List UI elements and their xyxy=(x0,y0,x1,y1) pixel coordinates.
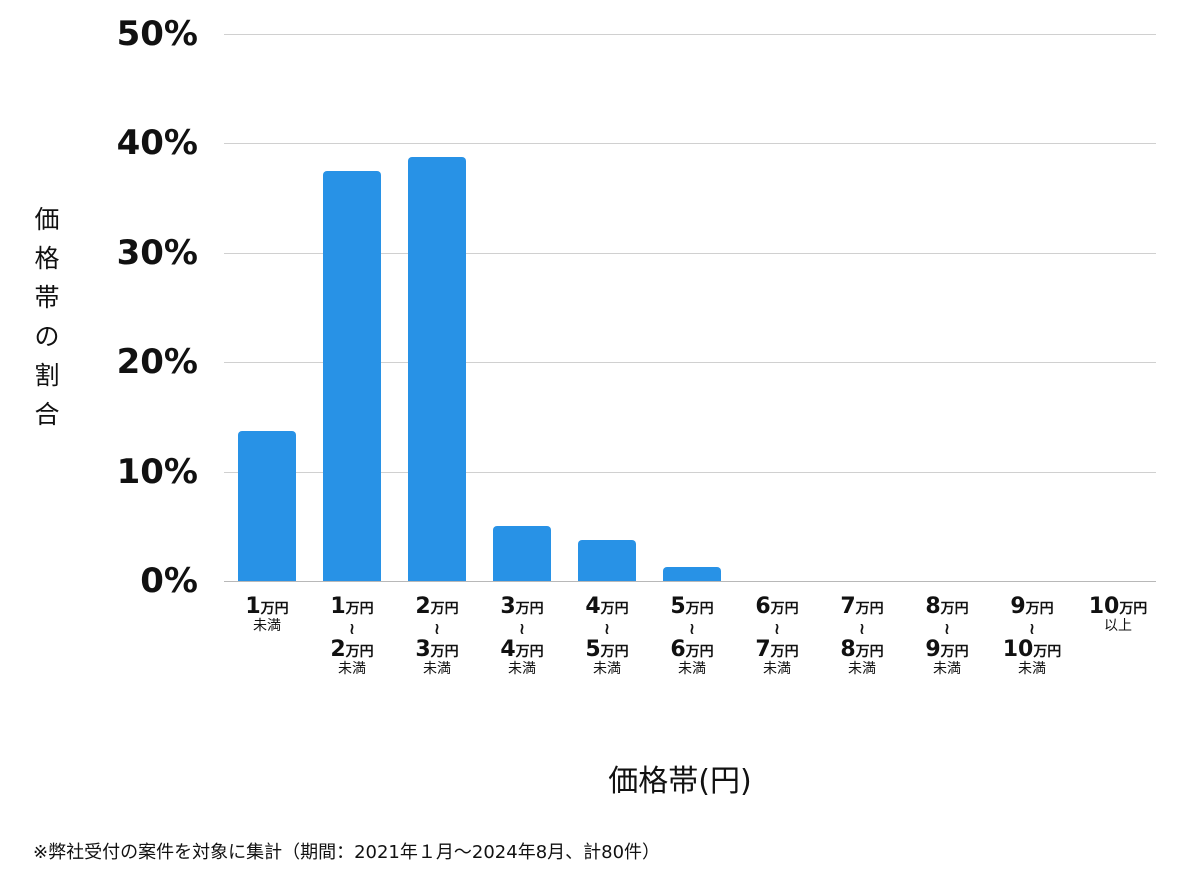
x-tick-label: 7万円 ≀ 8万円 未満 xyxy=(840,594,884,677)
y-tick-label: 40% xyxy=(116,123,198,163)
x-tick-label: 1万円 ≀ 2万円 未満 xyxy=(330,594,374,677)
bar xyxy=(238,431,296,581)
y-axis-label: 価格帯の割合 xyxy=(34,205,60,429)
x-tick-label: 2万円 ≀ 3万円 未満 xyxy=(415,594,459,677)
bar xyxy=(663,567,721,581)
x-tick-label: 6万円 ≀ 7万円 未満 xyxy=(755,594,799,677)
x-tick-label: 8万円 ≀ 9万円 未満 xyxy=(925,594,969,677)
bar xyxy=(493,526,551,581)
bar xyxy=(578,540,636,581)
gridline xyxy=(224,143,1156,144)
y-tick-label: 0% xyxy=(140,561,198,601)
x-axis-label: 価格帯(円) xyxy=(608,764,752,799)
gridline xyxy=(224,34,1156,35)
x-tick-label: 1万円 未満 xyxy=(245,594,289,634)
y-tick-label: 10% xyxy=(116,452,198,492)
y-tick-label: 20% xyxy=(116,342,198,382)
gridline xyxy=(224,581,1156,582)
y-tick-label: 50% xyxy=(116,14,198,54)
y-tick-label: 30% xyxy=(116,233,198,273)
x-tick-label: 3万円 ≀ 4万円 未満 xyxy=(500,594,544,677)
bar xyxy=(323,171,381,581)
gridline xyxy=(224,472,1156,473)
bar xyxy=(408,157,466,581)
x-tick-label: 4万円 ≀ 5万円 未満 xyxy=(585,594,629,677)
gridline xyxy=(224,253,1156,254)
x-tick-label: 5万円 ≀ 6万円 未満 xyxy=(670,594,714,677)
gridline xyxy=(224,362,1156,363)
x-tick-label: 10万円 以上 xyxy=(1088,594,1148,634)
x-tick-label: 9万円 ≀ 10万円 未満 xyxy=(1002,594,1062,677)
footnote: ※弊社受付の案件を対象に集計（期間：2021年１月〜2024年8月、計80件） xyxy=(33,842,661,863)
